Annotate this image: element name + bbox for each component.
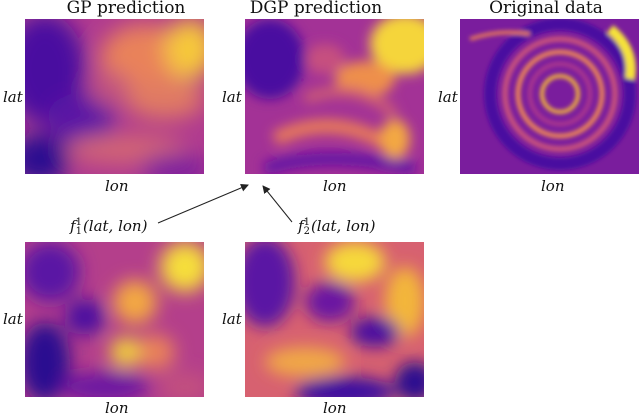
latent-f1-label: f 1 1 (lat, lon)	[70, 217, 148, 237]
f2-args: (lat, lon)	[310, 217, 376, 235]
gp-ylabel: lat	[3, 88, 23, 106]
f2-xlabel: lon	[323, 399, 347, 417]
dgp-xlabel: lon	[323, 177, 347, 195]
f1-superscript: 1	[75, 217, 82, 228]
latent-f1-panel	[25, 242, 204, 397]
dgp-ylabel: lat	[222, 88, 242, 106]
latent-f2-label: f 1 2 (lat, lon)	[298, 217, 376, 237]
f2-superscript: 1	[303, 217, 310, 228]
arrow-f1-to-dgp	[157, 184, 249, 224]
orig-ylabel: lat	[438, 88, 458, 106]
f2-name: f	[298, 217, 304, 235]
gp-prediction-panel	[25, 19, 204, 174]
f1-name: f	[70, 217, 76, 235]
orig-xlabel: lon	[541, 177, 565, 195]
arrow-f2-to-dgp	[262, 185, 293, 223]
original-data-panel	[460, 19, 639, 174]
latent-f2-panel	[245, 242, 424, 397]
gp-xlabel: lon	[105, 177, 129, 195]
f1-args: (lat, lon)	[82, 217, 148, 235]
f1-subscript: 1	[75, 226, 82, 237]
f1-ylabel: lat	[3, 310, 23, 328]
title-original-data: Original data	[489, 0, 603, 18]
f1-xlabel: lon	[105, 399, 129, 417]
title-gp-prediction: GP prediction	[66, 0, 186, 18]
f2-subscript: 2	[303, 226, 310, 237]
dgp-prediction-panel	[245, 19, 424, 174]
title-dgp-prediction: DGP prediction	[249, 0, 383, 18]
f2-ylabel: lat	[222, 310, 242, 328]
